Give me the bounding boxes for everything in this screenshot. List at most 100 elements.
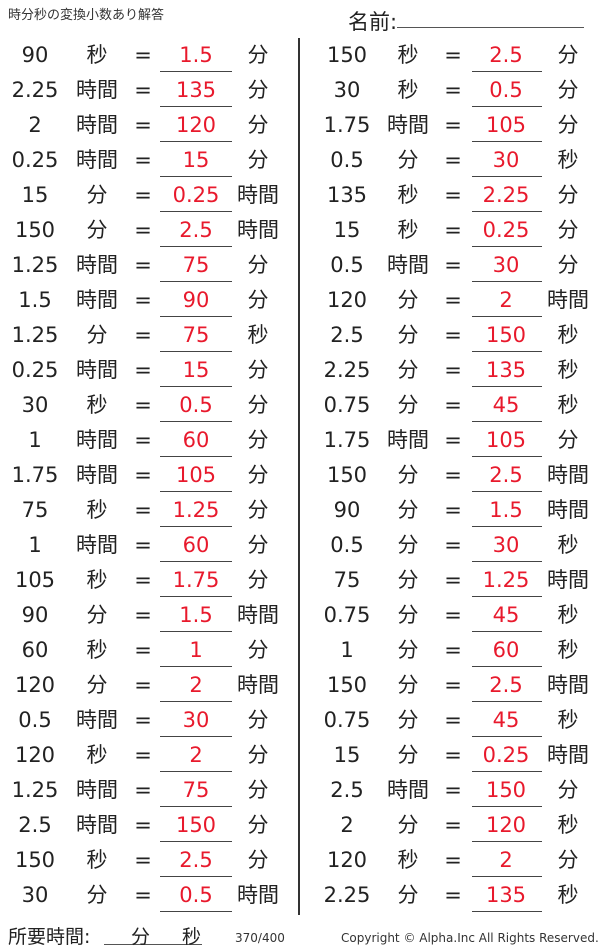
name-field[interactable] [397,27,584,28]
problem-row: 0.25 時間 = 15 分 [0,353,300,388]
given-value: 150 [326,43,368,67]
answer-line[interactable] [472,596,542,597]
answer-line[interactable] [160,176,232,177]
answer-line[interactable] [472,736,542,737]
answer-line[interactable] [160,491,232,492]
answer-line[interactable] [160,526,232,527]
equals-sign: = [444,603,462,627]
answer-line[interactable] [160,771,232,772]
answer-line[interactable] [472,106,542,107]
answer-line[interactable] [472,631,542,632]
answer-line[interactable] [472,911,542,912]
answer-line[interactable] [472,806,542,807]
answer-line[interactable] [472,176,542,177]
answer-line[interactable] [160,281,232,282]
answer-line[interactable] [472,491,542,492]
answer-line[interactable] [160,596,232,597]
answer-line[interactable] [160,421,232,422]
problem-row: 30 分 = 0.5 時間 [0,878,300,913]
answer-line[interactable] [160,666,232,667]
given-unit: 分 [86,183,108,207]
given-value: 0.5 [330,253,364,277]
answer-line[interactable] [472,141,542,142]
equals-sign: = [444,673,462,697]
answer-value: 30 [492,253,520,277]
answer-line[interactable] [472,211,542,212]
answer-line[interactable] [160,701,232,702]
answer-line[interactable] [472,876,542,877]
given-unit: 時間 [76,533,118,557]
equals-sign: = [444,113,462,137]
answer-value: 0.5 [179,883,213,907]
given-value: 75 [333,568,361,592]
equals-sign: = [134,78,152,102]
answer-line[interactable] [472,281,542,282]
problem-row: 0.5 時間 = 30 分 [0,703,300,738]
given-unit: 秒 [397,848,419,872]
given-value: 15 [333,218,361,242]
answer-line[interactable] [160,631,232,632]
answer-line[interactable] [160,141,232,142]
answer-line[interactable] [160,806,232,807]
given-unit: 分 [397,323,419,347]
answer-line[interactable] [472,456,542,457]
answer-line[interactable] [472,701,542,702]
given-value: 60 [21,638,49,662]
answer-line[interactable] [160,316,232,317]
problem-row: 105 秒 = 1.75 分 [0,563,300,598]
answer-line[interactable] [160,561,232,562]
answer-line[interactable] [160,841,232,842]
answer-value: 90 [182,288,210,312]
answer-line[interactable] [472,386,542,387]
given-unit: 時間 [76,78,118,102]
problem-row: 75 分 = 1.25 時間 [0,563,589,598]
answer-line[interactable] [160,351,232,352]
problem-row: 120 分 = 2 時間 [0,283,589,318]
equals-sign: = [134,113,152,137]
answer-line[interactable] [160,106,232,107]
answer-line[interactable] [472,666,542,667]
given-unit: 時間 [76,113,118,137]
given-unit: 分 [397,148,419,172]
problem-row: 135 秒 = 2.25 分 [0,178,579,213]
given-unit: 分 [397,673,419,697]
answer-line[interactable] [472,841,542,842]
answer-line[interactable] [472,316,542,317]
problem-row: 0.75 分 = 45 秒 [0,598,579,633]
answer-line[interactable] [160,246,232,247]
answer-value: 60 [182,533,210,557]
equals-sign: = [134,43,152,67]
given-unit: 時間 [76,253,118,277]
given-unit: 分 [397,498,419,522]
answer-unit: 分 [247,568,269,592]
answer-line[interactable] [160,386,232,387]
answer-line[interactable] [160,456,232,457]
answer-line[interactable] [472,561,542,562]
answer-line[interactable] [472,421,542,422]
answer-line[interactable] [472,526,542,527]
time-field[interactable] [104,944,202,945]
answer-line[interactable] [472,71,542,72]
answer-line[interactable] [160,911,232,912]
given-unit: 分 [397,533,419,557]
answer-unit: 分 [247,43,269,67]
answer-unit: 秒 [557,638,579,662]
answer-line[interactable] [472,351,542,352]
equals-sign: = [134,498,152,522]
answer-line[interactable] [160,71,232,72]
answer-line[interactable] [160,211,232,212]
given-value: 75 [21,498,49,522]
answer-value: 150 [485,323,527,347]
given-value: 1.25 [11,253,59,277]
answer-value: 105 [485,113,527,137]
answer-line[interactable] [160,876,232,877]
answer-line[interactable] [160,736,232,737]
given-unit: 分 [397,463,419,487]
answer-line[interactable] [472,771,542,772]
answer-value: 45 [492,603,520,627]
answer-line[interactable] [472,246,542,247]
given-unit: 分 [397,708,419,732]
answer-value: 135 [485,883,527,907]
equals-sign: = [444,848,462,872]
given-unit: 時間 [387,253,429,277]
